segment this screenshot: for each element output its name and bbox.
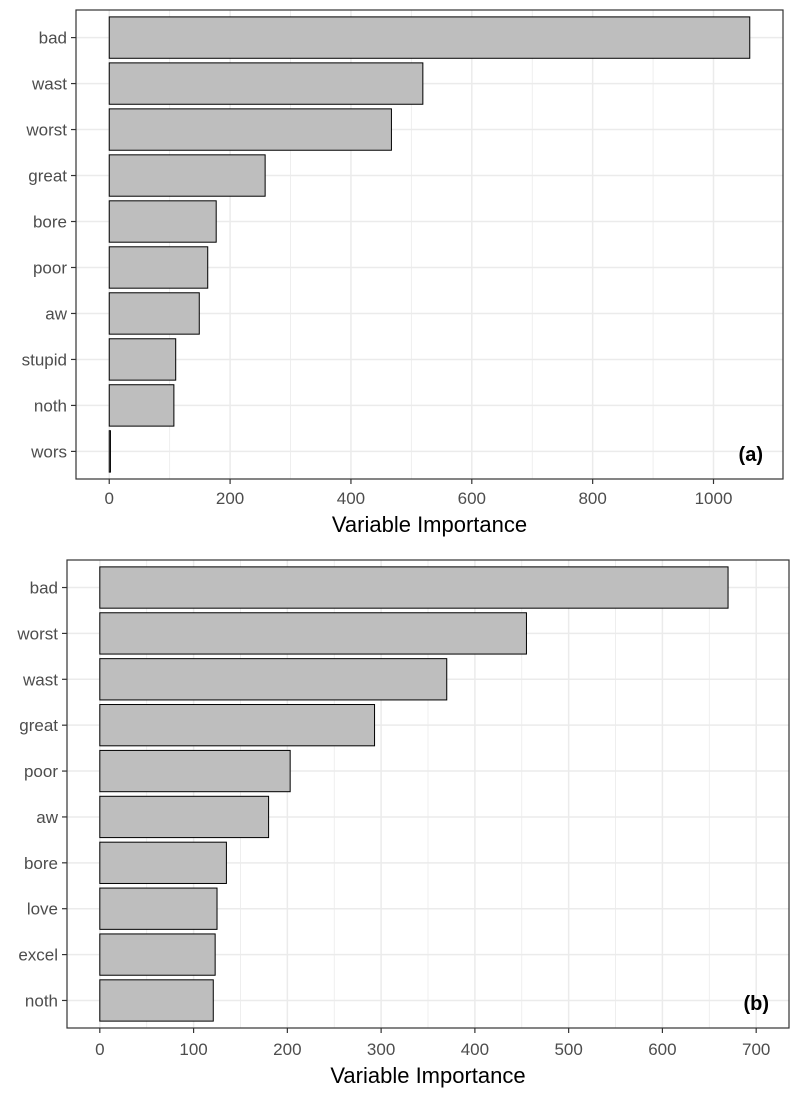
bar-stupid xyxy=(108,338,177,381)
y-tick-label: bore xyxy=(24,854,58,873)
x-tick-label: 200 xyxy=(216,489,244,508)
x-tick-label: 1000 xyxy=(695,489,733,508)
x-tick-label: 200 xyxy=(273,1040,301,1059)
bar-noth xyxy=(108,384,175,427)
x-tick-label: 0 xyxy=(95,1040,104,1059)
x-tick-label: 300 xyxy=(367,1040,395,1059)
panel-b: bad worst wast great poor aw bore love excel noth… xyxy=(16,559,790,1088)
y-tick-label: bore xyxy=(33,213,67,232)
x-tick-label: 500 xyxy=(554,1040,582,1059)
bar-bad xyxy=(108,16,751,59)
bar-love xyxy=(99,887,218,930)
panel-a: bad wast worst great bore poor aw stupid noth wor… xyxy=(22,9,784,537)
y-tick-label: great xyxy=(19,716,58,735)
x-tick-label: 400 xyxy=(337,489,365,508)
bar-noth xyxy=(99,979,214,1022)
y-tick-label: aw xyxy=(36,808,58,827)
bar-bad xyxy=(99,566,729,609)
panel-border xyxy=(75,9,784,480)
bar-wast xyxy=(99,658,448,701)
y-tick-label: poor xyxy=(33,258,67,277)
y-tick-label: great xyxy=(28,167,67,186)
x-tick-label: 0 xyxy=(105,489,114,508)
bar-wors xyxy=(108,430,111,473)
panel-label: (b) xyxy=(743,993,769,1015)
bar-bore xyxy=(108,200,217,243)
y-tick-label: stupid xyxy=(22,350,67,369)
y-tick-label: aw xyxy=(45,304,67,323)
panel-label: (a) xyxy=(739,444,763,466)
bar-great xyxy=(108,154,266,197)
bar-bore xyxy=(99,841,227,884)
x-axis-title: Variable Importance xyxy=(330,1063,525,1088)
bar-poor xyxy=(108,246,209,289)
x-tick-label: 600 xyxy=(648,1040,676,1059)
bar-excel xyxy=(99,933,216,976)
x-tick-label: 400 xyxy=(461,1040,489,1059)
x-tick-label: 600 xyxy=(458,489,486,508)
bar-poor xyxy=(99,749,291,793)
y-tick-label: wast xyxy=(22,670,58,689)
y-tick-label: love xyxy=(27,900,58,919)
x-tick-label: 700 xyxy=(742,1040,770,1059)
y-tick-label: poor xyxy=(24,762,58,781)
x-axis-title: Variable Importance xyxy=(332,512,527,537)
y-tick-label: wast xyxy=(31,75,67,94)
y-tick-label: worst xyxy=(16,624,58,643)
y-tick-label: excel xyxy=(18,946,58,965)
y-tick-label: bad xyxy=(39,29,67,48)
x-tick-label: 800 xyxy=(578,489,606,508)
y-tick-label: wors xyxy=(30,442,67,461)
bar-worst xyxy=(99,612,527,655)
bar-worst xyxy=(108,108,392,151)
bar-wast xyxy=(108,62,424,105)
panel-border xyxy=(66,559,790,1029)
y-tick-label: noth xyxy=(25,991,58,1010)
y-tick-label: bad xyxy=(30,579,58,598)
x-tick-label: 100 xyxy=(179,1040,207,1059)
y-tick-label: worst xyxy=(25,121,67,140)
bar-great xyxy=(99,704,376,747)
bar-aw xyxy=(108,292,200,335)
bar-aw xyxy=(99,795,270,839)
y-tick-label: noth xyxy=(34,396,67,415)
